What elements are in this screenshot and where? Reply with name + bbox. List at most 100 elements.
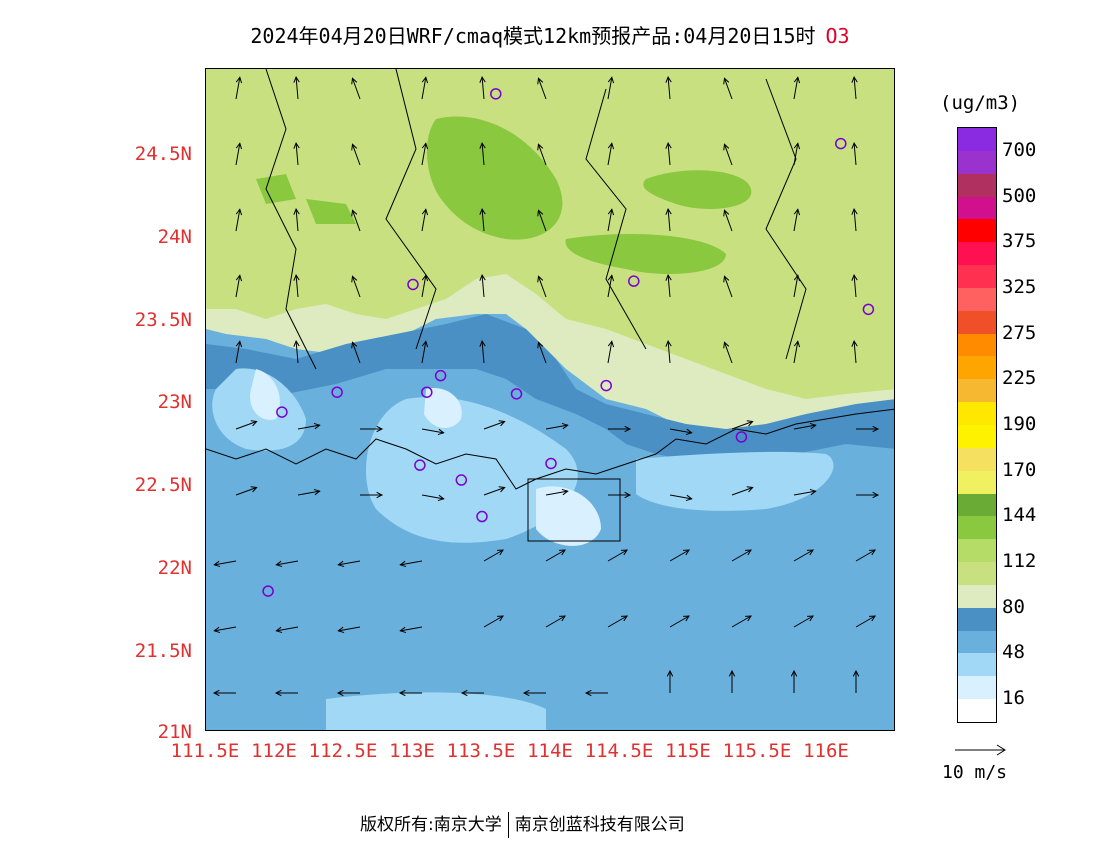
- wind-arrow: [851, 207, 858, 232]
- wind-arrow: [669, 549, 691, 562]
- wind-arrow: [398, 689, 422, 697]
- legend-label: 700: [1002, 138, 1037, 161]
- wind-arrow: [421, 142, 429, 166]
- wind-arrow: [790, 669, 798, 693]
- wind-arrow: [665, 207, 672, 232]
- station-marker: [628, 275, 640, 287]
- wind-arrow: [731, 615, 753, 628]
- footer-divider: [507, 812, 509, 838]
- page-title: 2024年04月20日WRF/cmaq模式12km预报产品:04月20日15时 O…: [0, 20, 1100, 49]
- legend-swatch: [958, 676, 996, 700]
- wind-arrow: [235, 274, 243, 298]
- lon-label: 116E: [803, 740, 849, 762]
- wind-arrow: [723, 209, 733, 232]
- wind-arrow: [851, 141, 858, 166]
- station-marker: [331, 386, 343, 398]
- wind-arrow: [479, 75, 486, 100]
- wind-arrow: [666, 669, 674, 693]
- wind-arrow: [665, 75, 672, 100]
- wind-arrow: [537, 275, 547, 298]
- legend-label: 48: [1002, 641, 1025, 664]
- band-48-80: [206, 314, 894, 464]
- patch-16-48-a: [366, 397, 578, 543]
- legend-swatch: [958, 539, 996, 563]
- lon-label: 115.5E: [722, 740, 792, 762]
- legend-swatch: [958, 493, 996, 517]
- lon-label: 112.5E: [308, 740, 378, 762]
- legend-label: 16: [1002, 687, 1025, 710]
- wind-arrow: [235, 208, 243, 232]
- wind-arrow: [537, 143, 547, 166]
- station-marker: [735, 431, 748, 443]
- wind-arrow: [293, 141, 300, 166]
- lat-label: 24N: [157, 226, 192, 248]
- legend-swatch: [958, 287, 996, 312]
- wind-arrow: [537, 77, 547, 100]
- legend-swatch: [958, 333, 996, 357]
- wind-arrow: [421, 340, 429, 364]
- legend-swatch: [958, 150, 996, 175]
- wind-arrow: [297, 488, 321, 496]
- wind-arrow: [351, 341, 361, 364]
- legend-swatch: [958, 425, 996, 449]
- legend-swatch: [958, 265, 996, 289]
- lon-label: 114E: [527, 740, 573, 762]
- land-112: [206, 69, 894, 399]
- wind-reference-label: 10 m/s: [942, 762, 1008, 783]
- station-marker: [414, 459, 426, 471]
- lon-label: 112E: [251, 740, 297, 762]
- wind-arrow: [793, 340, 801, 364]
- wind-arrow: [274, 689, 298, 697]
- station-marker: [276, 406, 288, 418]
- legend-swatch: [958, 310, 996, 335]
- wind-arrow: [584, 689, 608, 697]
- land-144-e: [306, 199, 356, 224]
- wind-arrow: [351, 77, 361, 100]
- lat-label: 22N: [157, 557, 192, 579]
- wind-arrow: [607, 208, 615, 232]
- wind-arrow: [421, 428, 445, 436]
- wind-arrow: [479, 273, 486, 298]
- wind-arrow: [723, 341, 733, 364]
- wind-arrow: [297, 422, 321, 430]
- station-marker: [455, 474, 468, 486]
- legend-swatch: [958, 607, 996, 632]
- land-144-c: [565, 234, 726, 274]
- wind-arrow: [607, 340, 615, 364]
- legend-swatch: [958, 242, 996, 266]
- legend-swatch: [958, 219, 996, 243]
- wind-arrow: [483, 615, 505, 628]
- wind-arrow: [421, 274, 429, 298]
- legend-unit: (ug/m3): [940, 92, 1021, 114]
- wind-arrow: [235, 142, 243, 166]
- wind-arrow: [607, 615, 629, 628]
- legend-swatch: [958, 447, 996, 472]
- legend-swatch: [958, 402, 996, 426]
- title-main: 2024年04月20日WRF/cmaq模式12km预报产品:04月20日15时: [250, 24, 816, 48]
- legend-swatch: [958, 173, 996, 198]
- patch-lt16-b: [250, 369, 280, 420]
- legend-swatch: [958, 699, 996, 723]
- o3-concentration-map: [206, 69, 894, 730]
- patch-16-48-c: [636, 451, 834, 511]
- legend-swatch: [958, 379, 996, 403]
- legend-swatch: [958, 128, 996, 152]
- wind-arrow: [851, 339, 858, 364]
- wind-arrow: [537, 341, 547, 364]
- wind-arrow: [360, 425, 384, 433]
- wind-arrow: [293, 207, 300, 232]
- station-marker: [434, 369, 447, 382]
- wind-arrow: [731, 486, 754, 496]
- wind-arrow: [399, 560, 423, 568]
- wind-arrow: [793, 76, 801, 100]
- wind-arrow: [608, 425, 632, 433]
- wind-arrow: [275, 626, 299, 634]
- wind-arrow: [545, 422, 569, 430]
- lat-label: 23N: [157, 391, 192, 413]
- wind-arrow: [293, 339, 300, 364]
- wind-arrow: [793, 422, 817, 430]
- station-markers: [262, 88, 875, 597]
- wind-arrow: [351, 275, 361, 298]
- wind-arrow: [275, 560, 299, 568]
- wind-arrows: [212, 75, 880, 697]
